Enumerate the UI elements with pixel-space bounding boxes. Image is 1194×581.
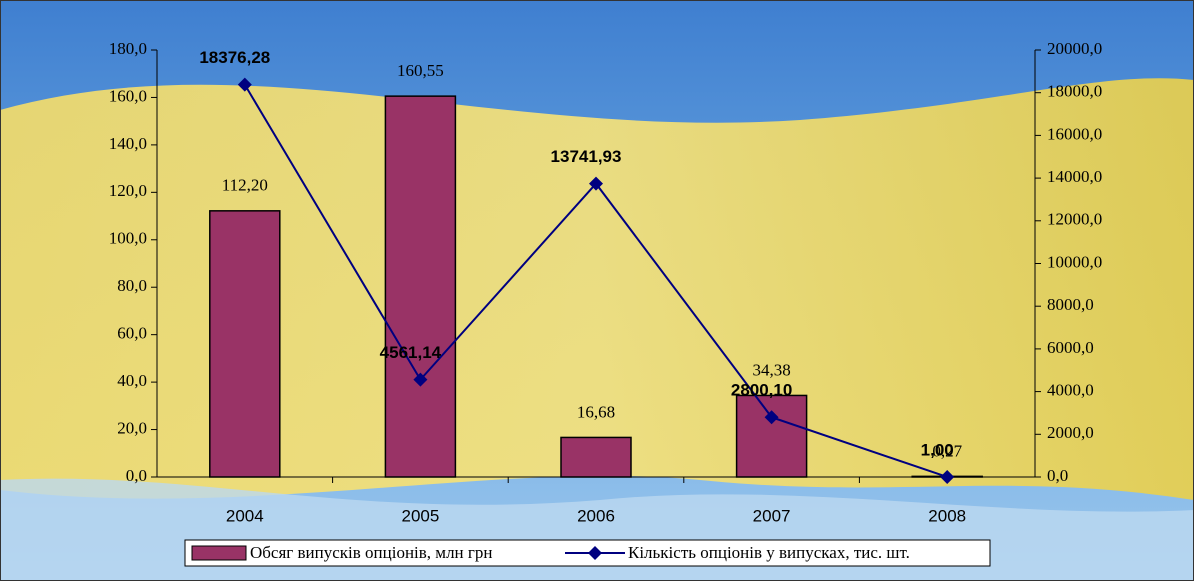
line-value-label: 1,00 [921, 440, 954, 459]
y2-tick-label: 4000,0 [1047, 381, 1094, 400]
x-tick-label: 2004 [226, 506, 264, 525]
bar [737, 395, 807, 477]
y2-tick-label: 2000,0 [1047, 423, 1094, 442]
x-tick-label: 2007 [753, 506, 791, 525]
y-tick-label: 20,0 [117, 418, 147, 437]
chart: 0,0 20,0 40,0 60,0 80,0 100,0 120,0 140,0 160,0 1… [0, 0, 1194, 581]
bar [561, 437, 631, 477]
bar-value-label: 160,55 [397, 61, 444, 80]
bar-value-label: 34,38 [752, 360, 790, 379]
legend-label: Кількість опціонів у випусках, тис. шт. [628, 543, 910, 562]
y-tick-label: 140,0 [109, 134, 147, 153]
y2-tick-label: 16000,0 [1047, 124, 1102, 143]
line-value-label: 18376,28 [199, 48, 270, 67]
x-tick-label: 2006 [577, 506, 615, 525]
bar [210, 211, 280, 477]
y-tick-label: 80,0 [117, 276, 147, 295]
bar-value-label: 16,68 [577, 402, 615, 421]
y-tick-label: 180,0 [109, 39, 147, 58]
y-tick-label: 120,0 [109, 181, 147, 200]
y2-tick-label: 8000,0 [1047, 295, 1094, 314]
y2-tick-label: 6000,0 [1047, 338, 1094, 357]
legend-swatch [192, 546, 246, 560]
y2-tick-label: 0,0 [1047, 466, 1068, 485]
y2-tick-label: 10000,0 [1047, 252, 1102, 271]
x-tick-label: 2005 [401, 506, 439, 525]
y2-tick-label: 14000,0 [1047, 167, 1102, 186]
line-value-label: 4561,14 [380, 343, 442, 362]
y-tick-label: 60,0 [117, 324, 147, 343]
y-tick-label: 160,0 [109, 86, 147, 105]
background [0, 0, 1194, 581]
y2-tick-label: 12000,0 [1047, 210, 1102, 229]
line-value-label: 13741,93 [551, 147, 622, 166]
x-tick-label: 2008 [928, 506, 966, 525]
y-tick-label: 0,0 [126, 466, 147, 485]
legend-label: Обсяг випусків опціонів, млн грн [250, 543, 492, 562]
bar-value-label: 112,20 [222, 176, 268, 195]
y2-tick-label: 18000,0 [1047, 82, 1102, 101]
line-value-label: 2800,10 [731, 381, 792, 400]
bar [385, 96, 455, 477]
y-tick-label: 100,0 [109, 229, 147, 248]
y-tick-label: 40,0 [117, 371, 147, 390]
y2-tick-label: 20000,0 [1047, 39, 1102, 58]
